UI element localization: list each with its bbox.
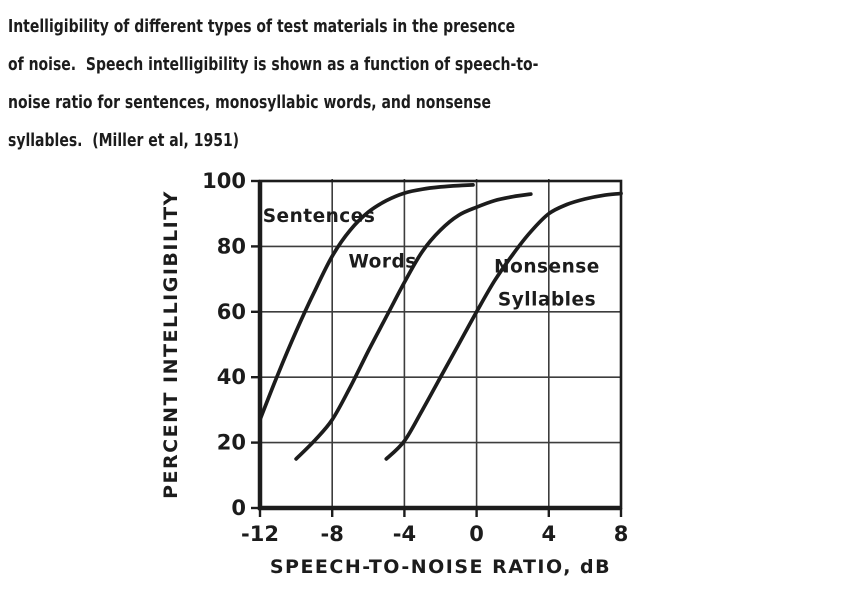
caption-line: Intelligibility of different types of te… xyxy=(8,17,516,37)
y-tick-label: 80 xyxy=(217,234,246,258)
figure-caption: Intelligibility of different types of te… xyxy=(8,8,616,160)
series-label-nonsense-syllables: Syllables xyxy=(498,289,596,310)
x-tick-label: 8 xyxy=(614,522,629,546)
curve-words xyxy=(294,192,533,461)
x-tick-label: 0 xyxy=(469,522,484,546)
y-tick-label: 40 xyxy=(217,365,246,389)
y-axis-title: PERCENT INTELLIGIBILITY xyxy=(160,190,182,499)
y-tick-label: 60 xyxy=(217,300,246,324)
series-label-sentences: Sentences xyxy=(263,206,376,227)
x-axis-title: SPEECH-TO-NOISE RATIO, dB xyxy=(270,556,611,578)
curve-nonsense-syllables xyxy=(384,191,623,461)
y-tick-label: 0 xyxy=(231,496,246,520)
y-tick-label: 20 xyxy=(217,431,246,455)
series-label-nonsense-syllables: Nonsense xyxy=(494,257,600,278)
y-tick-label: 100 xyxy=(202,169,246,193)
caption-line: of noise. Speech intelligibility is show… xyxy=(8,55,539,75)
series-label-words: Words xyxy=(348,252,416,273)
x-tick-label: 4 xyxy=(541,522,556,546)
caption-line: noise ratio for sentences, monosyllabic … xyxy=(8,93,491,113)
caption-line: syllables. (Miller et al, 1951) xyxy=(8,131,240,151)
curve-sentences xyxy=(258,183,475,422)
x-tick-label: -4 xyxy=(393,522,416,546)
x-tick-label: -12 xyxy=(241,522,279,546)
x-tick-label: -8 xyxy=(321,522,344,546)
